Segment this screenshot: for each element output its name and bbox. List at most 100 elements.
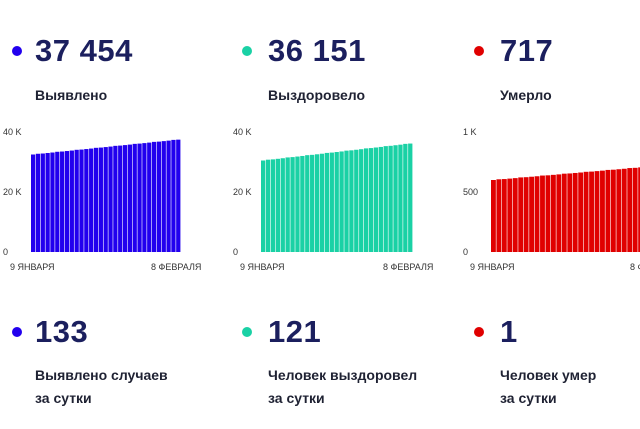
y-tick-label: 20 K (233, 187, 252, 197)
bar (627, 168, 633, 252)
bar (393, 145, 398, 252)
x-start-label: 9 ЯНВАРЯ (10, 262, 55, 272)
bar (534, 176, 540, 252)
bar (359, 149, 364, 252)
bar (605, 169, 611, 252)
bar (329, 152, 334, 252)
y-tick-label: 1 K (463, 127, 477, 137)
bar (122, 145, 128, 252)
daily-detected: 133 (35, 314, 89, 349)
bar (324, 152, 330, 252)
bar (161, 141, 166, 252)
bar (363, 148, 369, 252)
bar (319, 153, 325, 252)
total-detected-label: Выявлено (35, 87, 108, 103)
bar (507, 178, 513, 252)
bar (176, 139, 181, 252)
total-recovered-label: Выздоровело (268, 87, 366, 103)
x-end-label: 8 ФЕВРАЛЯ (151, 262, 201, 272)
bar (295, 156, 300, 252)
bar (270, 159, 276, 252)
bar (156, 141, 162, 252)
bar (137, 143, 142, 252)
bar (261, 160, 266, 252)
bar (314, 154, 320, 252)
bar (561, 173, 567, 252)
daily-deaths: 1 (500, 314, 518, 349)
bar (305, 155, 310, 252)
bar (35, 153, 41, 252)
daily-recovered: 121 (268, 314, 322, 349)
bar (74, 149, 79, 252)
dot-icon (474, 46, 484, 56)
bar (523, 177, 529, 252)
bar (594, 171, 600, 252)
bar (408, 143, 413, 252)
bar (545, 175, 551, 252)
bar (388, 145, 393, 252)
bar (491, 180, 496, 252)
bar (142, 143, 147, 252)
bar (621, 168, 627, 252)
bar (55, 151, 60, 252)
x-start-label: 9 ЯНВАРЯ (470, 262, 515, 272)
daily-recovered-label: Человек выздоровел (268, 367, 418, 383)
dot-icon (12, 327, 22, 337)
bar (403, 143, 408, 252)
bar (113, 145, 118, 252)
bar (93, 147, 99, 252)
bar (275, 158, 281, 252)
bar (501, 179, 507, 252)
y-tick-label: 0 (463, 247, 468, 257)
chart-deaths: 0 500 1 K 9 ЯНВАРЯ 8 ФЕВРАЛЯ (463, 127, 640, 272)
bar (103, 147, 108, 252)
bar (60, 151, 65, 252)
daily-deaths-sublabel: за сутки (500, 390, 557, 406)
bar (529, 176, 535, 252)
bar (339, 151, 344, 252)
bar (572, 172, 578, 252)
bar (50, 152, 55, 252)
bar (496, 179, 502, 252)
daily-detected-label: Выявлено случаев (35, 367, 168, 383)
bar (151, 141, 157, 253)
bar (518, 177, 524, 252)
bar (84, 149, 89, 252)
bar (132, 143, 137, 252)
chart-detected: 0 20 K 40 K 9 ЯНВАРЯ 8 ФЕВРАЛЯ (3, 127, 201, 272)
daily-deaths-label: Человек умер (500, 367, 597, 383)
dot-icon (12, 46, 22, 56)
dot-icon (242, 46, 252, 56)
bar (265, 159, 271, 252)
bar (40, 153, 45, 252)
total-deaths-label: Умерло (500, 87, 552, 103)
bar (89, 148, 94, 252)
bar (285, 157, 290, 252)
bar (334, 152, 339, 252)
bar (383, 146, 388, 252)
bar (600, 170, 605, 252)
dot-icon (474, 327, 484, 337)
bar (79, 149, 84, 252)
bar (310, 154, 315, 252)
x-end-label: 8 ФЕВРАЛЯ (383, 262, 433, 272)
dot-icon (242, 327, 252, 337)
x-end-label: 8 ФЕВРАЛЯ (630, 262, 640, 272)
bar (69, 150, 74, 252)
total-recovered: 36 151 (268, 33, 366, 68)
bar (512, 178, 518, 252)
y-tick-label: 0 (233, 247, 238, 257)
x-start-label: 9 ЯНВАРЯ (240, 262, 285, 272)
bar (280, 158, 285, 252)
bar (583, 171, 589, 252)
total-deaths: 717 (500, 33, 554, 68)
bar (556, 174, 562, 252)
bar (64, 151, 70, 252)
bar (166, 140, 171, 252)
bar (638, 167, 640, 252)
bar (108, 146, 113, 252)
bar (349, 150, 354, 252)
bar (589, 171, 594, 252)
bar (45, 153, 50, 252)
bar (616, 169, 622, 252)
